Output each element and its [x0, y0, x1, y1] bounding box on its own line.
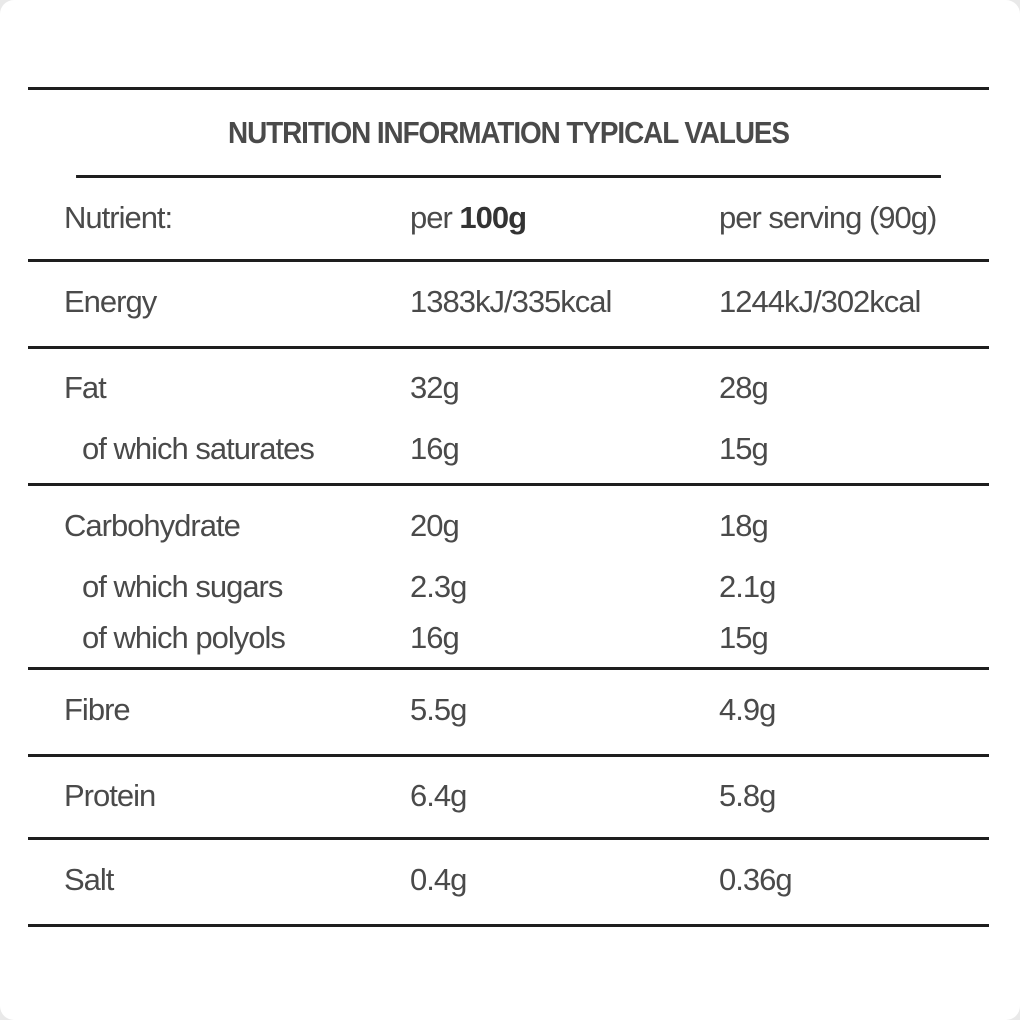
table-row: of which saturates 16g 15g [28, 431, 989, 467]
nutrient-name: Protein [64, 778, 156, 813]
value-per-100g: 16g [410, 620, 460, 655]
nutrient-name: Fat [64, 370, 107, 405]
nutrient-name: Fibre [64, 692, 131, 727]
value-per-serving: 2.1g [719, 569, 776, 604]
salt-section: Salt 0.4g 0.36g [28, 840, 989, 927]
value-per-serving: 18g [719, 508, 769, 543]
nutrient-name: of which saturates [82, 431, 315, 466]
table-row: Fat 32g 28g [28, 370, 989, 406]
value-per-100g: 5.5g [410, 692, 467, 727]
value-per-100g: 32g [410, 370, 460, 405]
carbohydrate-section: Carbohydrate 20g 18g of which sugars 2.3… [28, 486, 989, 670]
nutrient-name: of which polyols [82, 620, 286, 655]
nutrient-name: Salt [64, 862, 114, 897]
fibre-section: Fibre 5.5g 4.9g [28, 670, 989, 757]
value-per-100g: 16g [410, 431, 460, 466]
nutrient-name: Carbohydrate [64, 508, 241, 543]
table-row: of which sugars 2.3g 2.1g [28, 569, 989, 605]
nutrient-header: Nutrient: [64, 200, 173, 235]
per-100g-header: per 100g [410, 200, 527, 236]
value-per-serving: 1244kJ/302kcal [719, 284, 921, 319]
per-serving-header: per serving (90g) [719, 200, 937, 235]
energy-section: Energy 1383kJ/335kcal 1244kJ/302kcal [28, 262, 989, 349]
fat-section: Fat 32g 28g of which saturates 16g 15g [28, 349, 989, 486]
header-row-content: Nutrient: per 100g per serving (90g) [28, 200, 989, 236]
nutrition-table: NUTRITION INFORMATION TYPICAL VALUES Nut… [28, 87, 989, 927]
value-per-serving: 0.36g [719, 862, 793, 897]
value-per-serving: 15g [719, 431, 769, 466]
per-100g-amount: 100g [459, 200, 527, 235]
value-per-100g: 0.4g [410, 862, 467, 897]
nutrient-name: Energy [64, 284, 157, 319]
per-100g-prefix: per [410, 200, 460, 235]
value-per-serving: 4.9g [719, 692, 776, 727]
protein-section: Protein 6.4g 5.8g [28, 757, 989, 840]
table-row: Protein 6.4g 5.8g [28, 778, 989, 814]
table-row: Salt 0.4g 0.36g [28, 862, 989, 898]
value-per-serving: 28g [719, 370, 769, 405]
table-row: Energy 1383kJ/335kcal 1244kJ/302kcal [28, 284, 989, 320]
header-row: Nutrient: per 100g per serving (90g) [28, 178, 989, 262]
value-per-100g: 20g [410, 508, 460, 543]
table-row: Fibre 5.5g 4.9g [28, 692, 989, 728]
nutrient-name: of which sugars [82, 569, 283, 604]
table-row: Carbohydrate 20g 18g [28, 508, 989, 544]
table-row: of which polyols 16g 15g [28, 620, 989, 656]
value-per-100g: 1383kJ/335kcal [410, 284, 612, 319]
value-per-100g: 6.4g [410, 778, 467, 813]
table-title: NUTRITION INFORMATION TYPICAL VALUES [76, 90, 941, 178]
value-per-100g: 2.3g [410, 569, 467, 604]
value-per-serving: 5.8g [719, 778, 776, 813]
value-per-serving: 15g [719, 620, 769, 655]
